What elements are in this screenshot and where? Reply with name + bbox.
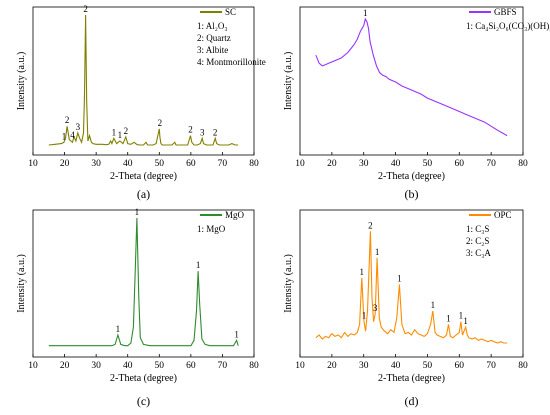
x-tick-label: 40: [123, 361, 133, 371]
peak-label: 2: [213, 127, 218, 137]
x-tick-label: 40: [123, 159, 133, 169]
x-tick-label: 60: [186, 361, 196, 371]
peak-label: 2: [368, 220, 373, 230]
x-axis-title: 2-Theta (degree): [378, 373, 445, 384]
y-axis-title: Intensity (a.u.): [16, 254, 27, 313]
x-tick-label: 30: [359, 159, 369, 169]
x-tick-label: 50: [423, 159, 433, 169]
peak-label: 3: [76, 122, 81, 132]
chart-panel-a: 10 20 30 40 50 60 70 80 2-Theta (degree) Intensit…: [16, 4, 266, 201]
x-axis-title: 2-Theta (degree): [110, 373, 177, 384]
peak-label: 1: [446, 313, 451, 323]
x-tick-label: 40: [391, 361, 401, 371]
peak-label: 1: [116, 324, 121, 334]
panel-tag: (a): [137, 187, 150, 201]
y-axis-title: Intensity (a.u.): [283, 52, 294, 111]
x-tick-label: 70: [218, 361, 228, 371]
x-tick-label: 20: [60, 361, 70, 371]
phase-note: 2: Quartz: [197, 33, 231, 43]
x-tick-label: 20: [60, 159, 70, 169]
peak-label: 1: [360, 267, 365, 277]
x-tick-label: 50: [423, 361, 433, 371]
peak-label: 1: [135, 207, 140, 217]
plot-frame: [299, 6, 524, 156]
legend-label: OPC: [494, 210, 512, 220]
peak-label: 1: [375, 247, 380, 257]
plot-frame: [299, 209, 524, 358]
x-tick-label: 60: [186, 159, 196, 169]
y-axis-title: Intensity (a.u.): [283, 254, 294, 313]
peak-label: 4: [70, 130, 75, 140]
peak-label: 1: [397, 274, 402, 284]
x-tick-label: 60: [455, 159, 465, 169]
legend-label: SC: [225, 7, 236, 17]
peak-label: 2: [65, 115, 70, 125]
x-tick-label: 10: [295, 361, 305, 371]
peak-label: 2: [124, 126, 129, 136]
peak-label: 1: [112, 127, 117, 137]
peak-label: 1: [463, 316, 468, 326]
chart-panel-d: 10 20 30 40 50 60 70 80 2-Theta (degree) Intensit…: [283, 209, 528, 408]
x-tick-label: 10: [28, 159, 38, 169]
peak-label: 1: [431, 300, 436, 310]
peak-label: 1: [459, 311, 464, 321]
series-line-MgO: [48, 217, 239, 347]
phase-note: 1: Al₂O₃: [197, 21, 228, 31]
x-tick-label: 20: [327, 361, 337, 371]
peak-label: 2: [83, 4, 88, 14]
peak-label: 1: [196, 260, 201, 270]
series-line-SC: [48, 14, 239, 146]
peak-label: 1: [62, 131, 67, 141]
plot-frame: [32, 6, 255, 156]
x-tick-label: 60: [455, 361, 465, 371]
legend-label: GBFS: [494, 7, 517, 17]
x-tick-label: 10: [28, 361, 38, 371]
x-axis-title: 2-Theta (degree): [378, 171, 445, 182]
series-line-OPC: [315, 231, 508, 344]
panel-tag: (d): [405, 394, 419, 408]
peak-label: 3: [200, 127, 205, 137]
x-tick-label: 80: [249, 361, 259, 371]
peak-label: 3: [373, 303, 378, 313]
phase-note: 4: Montmorillonite: [197, 57, 266, 67]
x-tick-label: 40: [391, 159, 401, 169]
peak-label: 2: [188, 125, 193, 135]
phase-note: 2: C₂S: [466, 236, 489, 246]
panel-tag: (b): [405, 187, 419, 201]
x-tick-label: 50: [155, 361, 165, 371]
legend-label: MgO: [225, 210, 245, 220]
chart-panel-c: 10 20 30 40 50 60 70 80 2-Theta (degree) Intensit…: [16, 207, 259, 408]
plot-frame: [32, 209, 255, 358]
x-tick-label: 80: [518, 159, 528, 169]
phase-note: 1: Ca₄Si₂O₆(CO₃)(OH)₂: [466, 21, 550, 31]
x-tick-label: 50: [155, 159, 165, 169]
x-tick-label: 30: [91, 159, 101, 169]
x-tick-label: 80: [518, 361, 528, 371]
phase-note: 3: C₃A: [466, 248, 491, 258]
peak-label: 1: [362, 311, 367, 321]
x-tick-label: 30: [359, 361, 369, 371]
x-tick-label: 70: [486, 361, 496, 371]
phase-note: 1: C₃S: [466, 224, 489, 234]
peak-label: 1: [234, 329, 239, 339]
x-tick-label: 80: [249, 159, 259, 169]
x-tick-label: 70: [218, 159, 228, 169]
phase-note: 1: MgO: [197, 224, 226, 234]
y-axis-title: Intensity (a.u.): [16, 52, 27, 111]
x-axis-title: 2-Theta (degree): [110, 171, 177, 182]
peak-label: 1: [363, 8, 368, 18]
chart-panel-b: 10 20 30 40 50 60 70 80 2-Theta (degree) Intensit…: [283, 6, 550, 201]
series-line-GBFS: [315, 17, 508, 137]
x-tick-label: 70: [486, 159, 496, 169]
phase-note: 3: Albite: [197, 45, 228, 55]
panel-tag: (c): [137, 394, 150, 408]
x-tick-label: 30: [91, 361, 101, 371]
peak-label: 2: [158, 118, 163, 128]
x-tick-label: 10: [295, 159, 305, 169]
x-tick-label: 20: [327, 159, 337, 169]
peak-label: 1: [118, 130, 123, 140]
